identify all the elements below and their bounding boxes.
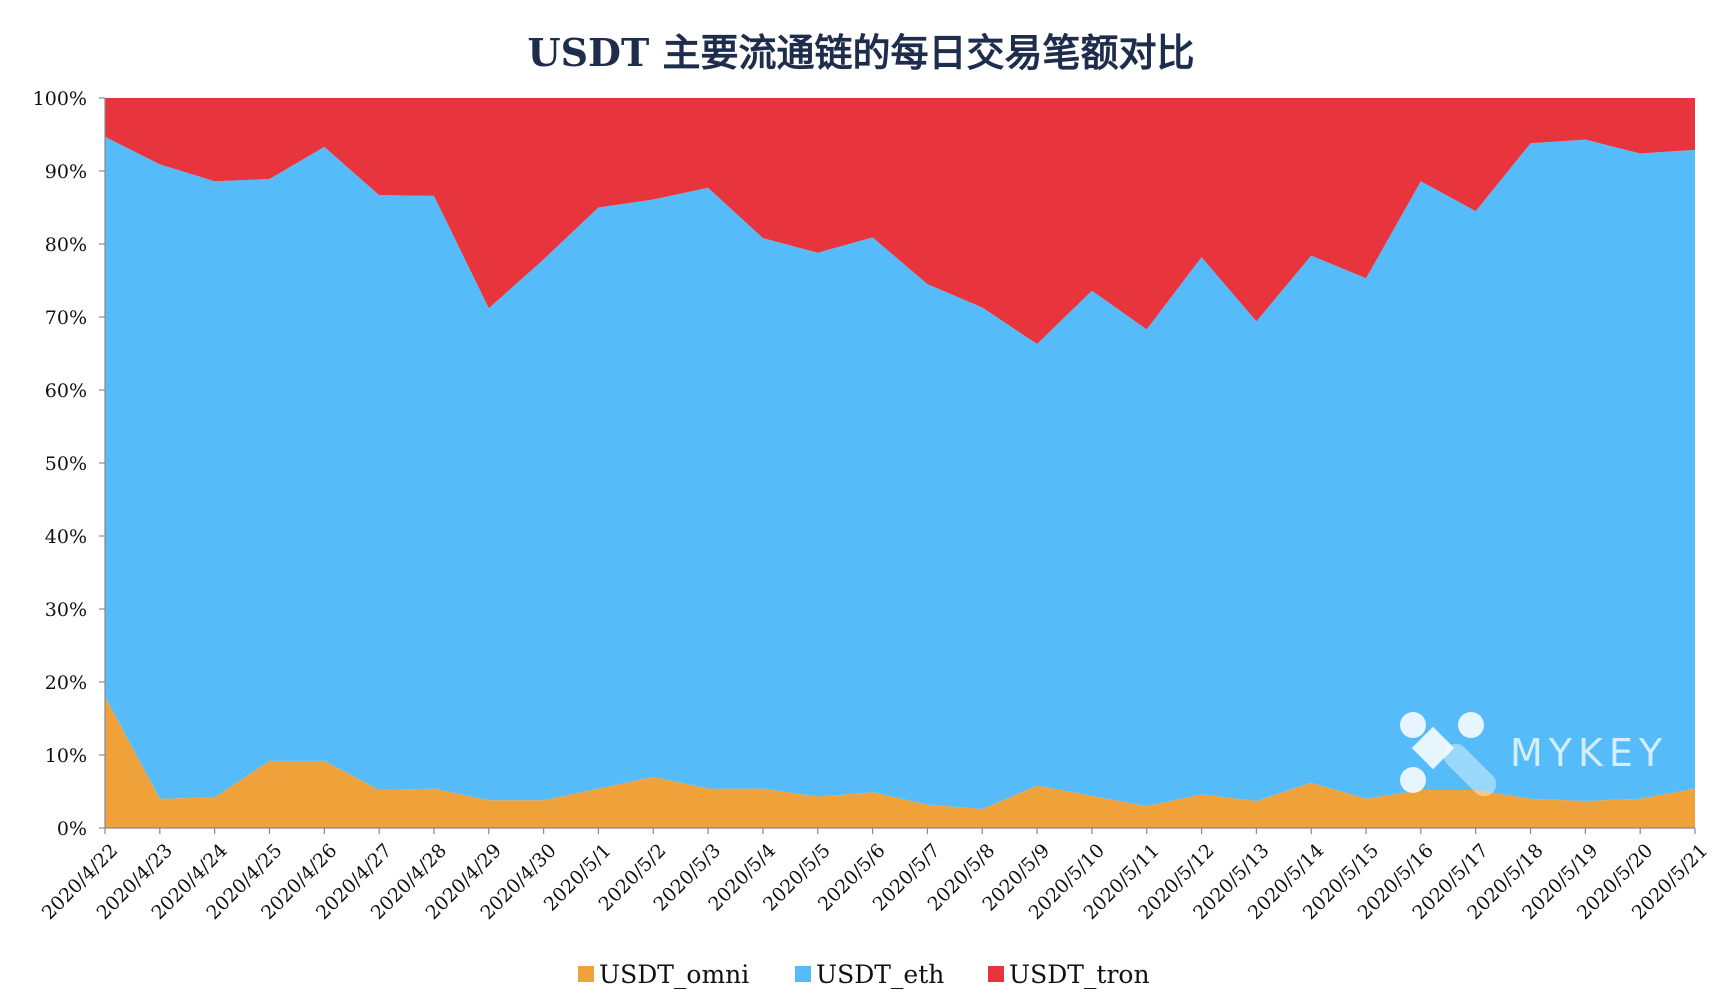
legend-swatch-USDT_tron [988,966,1004,982]
y-tick-label: 70% [45,307,87,329]
legend-label-USDT_eth: USDT_eth [816,960,944,989]
y-tick-label: 20% [45,672,87,694]
y-tick-label: 0% [57,818,87,840]
y-tick-labels: 0% 10% 20% 30% 40% 50% 60% 70% 80% 90% 100% [33,88,87,840]
chart-title: USDT 主要流通链的每日交易笔额对比 [527,30,1195,75]
watermark-diamond [1411,726,1455,770]
area-layer [105,98,1695,828]
y-tick-label: 80% [45,234,87,256]
watermark-bar [1443,743,1497,797]
legend: USDT_omni USDT_eth USDT_tron [578,960,1150,989]
mykey-watermark: MYKEY [1400,712,1668,797]
axes-layer [99,97,1696,834]
legend-label-USDT_omni: USDT_omni [599,960,749,989]
y-tick-label: 60% [45,380,87,402]
y-tick-label: 90% [45,161,87,183]
watermark-dot-top-left [1400,712,1426,738]
area-series-USDT_omni [105,696,1695,828]
watermark-dot-top-right [1458,712,1484,738]
watermark-text: MYKEY [1510,731,1668,775]
watermark-dot-bottom-left [1400,767,1426,793]
y-tick-label: 10% [45,745,87,767]
x-tick-labels: 2020/4/222020/4/232020/4/242020/4/252020… [38,840,1712,924]
y-tick-label: 100% [33,88,87,110]
legend-swatch-USDT_eth [795,966,811,982]
y-tick-label: 40% [45,526,87,548]
y-tick-label: 50% [45,453,87,475]
legend-swatch-USDT_omni [578,966,594,982]
legend-label-USDT_tron: USDT_tron [1009,960,1150,989]
y-tick-label: 30% [45,599,87,621]
area-series-USDT_tron [105,98,1695,345]
area-series-USDT_eth [105,136,1695,810]
